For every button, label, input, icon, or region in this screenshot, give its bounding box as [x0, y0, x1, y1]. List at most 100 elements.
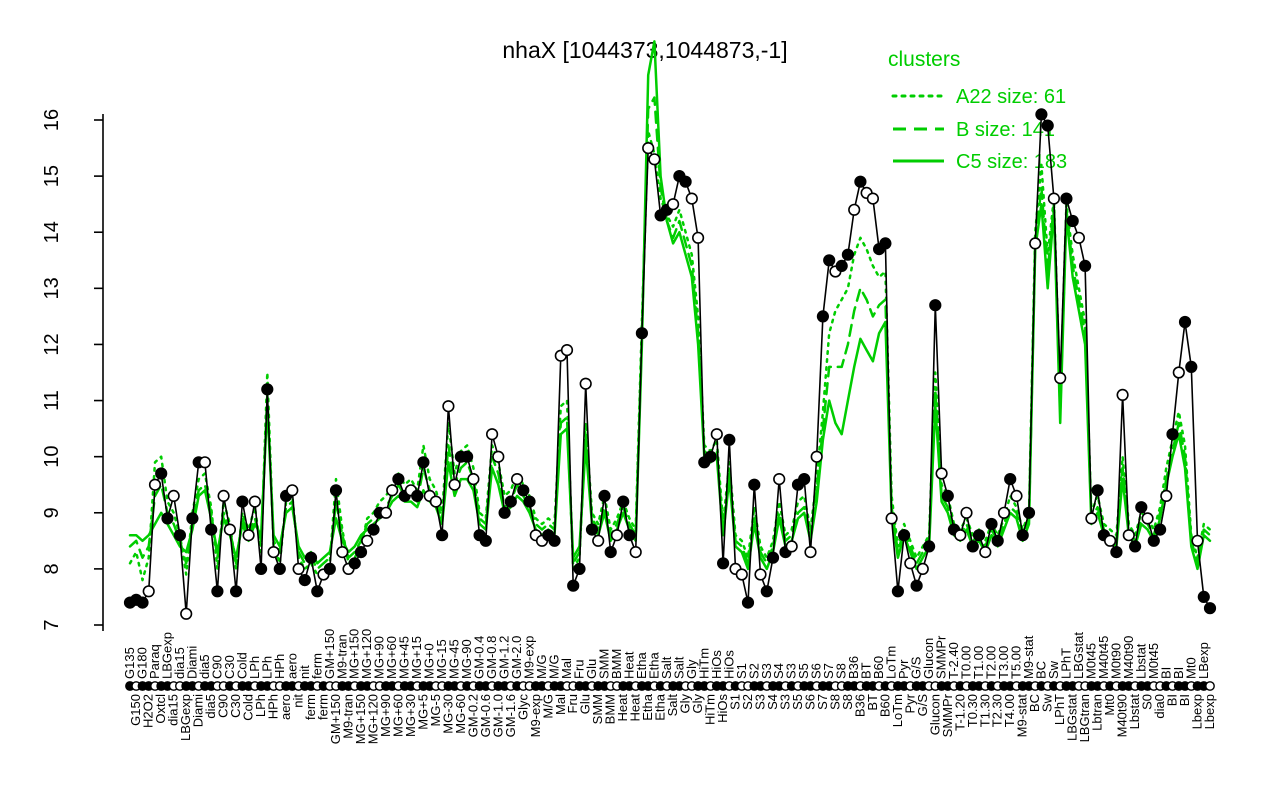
data-point-open: [1010, 489, 1023, 503]
data-point-open: [773, 473, 786, 486]
data-point-filled: [972, 529, 986, 542]
legend-entry-b: B size: 141: [956, 119, 1055, 141]
data-point-open: [1072, 231, 1085, 244]
data-point-filled: [897, 529, 911, 542]
x-axis-label: SMMPr: [934, 635, 949, 679]
x-axis-label: S4: [765, 694, 780, 710]
data-point-filled: [329, 484, 343, 497]
x-axis-label: T3.00: [996, 646, 1011, 679]
x-axis-label: Cold: [234, 652, 249, 679]
x-axis-label: G/S: [915, 694, 930, 717]
y-tick-label: 7: [41, 619, 63, 630]
x-axis-label: C30: [222, 655, 237, 679]
data-point-filled: [411, 489, 424, 503]
x-axis-label: LoTm: [890, 694, 905, 727]
x-axis-label: GM+150: [322, 629, 337, 679]
x-axis-label: M40t90: [1115, 694, 1130, 737]
x-axis-label: GM-0.6: [478, 694, 493, 737]
data-point-filled: [1153, 523, 1167, 536]
x-axis-label: LBexp: [1196, 642, 1211, 679]
data-point-filled: [1128, 540, 1142, 553]
data-point-filled: [991, 534, 1004, 547]
x-axis-label: S1: [734, 663, 749, 679]
data-point-open: [904, 557, 917, 570]
data-point-open: [379, 506, 393, 519]
x-axis-label: MG+45: [397, 636, 412, 679]
data-point-filled: [255, 562, 268, 576]
data-point-open: [954, 529, 967, 542]
data-point-filled: [1110, 545, 1123, 559]
x-axis-label: MG+90: [378, 694, 393, 737]
x-axis-label: M/G: [547, 654, 562, 679]
data-point-filled: [941, 489, 954, 503]
x-axis-label: Glucon: [921, 638, 936, 679]
data-point-open: [629, 545, 642, 559]
data-point-open: [1141, 512, 1154, 525]
data-point-open: [336, 545, 349, 559]
x-axis-label: GM-1.0: [490, 694, 505, 737]
data-point-filled: [1091, 484, 1104, 497]
data-point-filled: [704, 450, 717, 463]
data-point-filled: [760, 585, 773, 598]
data-point-filled: [161, 512, 174, 525]
x-axis-label: MG+150: [347, 629, 362, 679]
data-point-open: [242, 529, 255, 542]
x-axis-label: LBGstat: [1065, 694, 1080, 741]
x-axis-label: LBGexp: [178, 694, 193, 741]
gene-line: [129, 113, 1211, 615]
x-axis-label: Oxtcl: [153, 694, 168, 724]
x-axis-label: BMM: [603, 694, 618, 724]
x-axis-label: Heat: [628, 694, 643, 722]
y-tick-label: 14: [41, 221, 63, 243]
data-point-open: [642, 142, 655, 155]
x-axis-label: Salt: [665, 694, 680, 717]
x-axis-label: C90: [216, 694, 231, 718]
x-axis-label: M40t45: [1096, 636, 1111, 679]
data-point-filled: [311, 585, 324, 598]
data-point-open: [492, 450, 505, 463]
x-axis-label: B60: [871, 656, 886, 679]
x-axis-label: Gly: [684, 659, 699, 679]
data-point-filled: [436, 529, 449, 542]
data-point-filled: [1166, 428, 1179, 441]
x-axis-label: Sw: [1046, 660, 1061, 679]
data-point-filled: [617, 495, 630, 508]
data-point-open: [1054, 372, 1067, 385]
x-axis-label: S7: [821, 663, 836, 679]
data-point-filled: [716, 557, 730, 570]
x-axis-label: HPh: [272, 654, 287, 679]
plot-area: 7 8 9 10 11 12 13 14 15 16 G135 G150 G180 H2O2 Paraq Ox…: [41, 40, 1217, 744]
x-axis-label: Diami: [184, 646, 199, 679]
data-point-filled: [1078, 259, 1092, 273]
x-axis-label: MG-60: [453, 694, 468, 734]
data-point-open: [248, 495, 261, 508]
data-point-filled: [966, 540, 979, 553]
x-axis-label: Etha: [634, 651, 649, 679]
data-point-open: [448, 478, 461, 491]
x-axis-label: Heat: [621, 651, 636, 679]
data-point-open: [198, 456, 211, 469]
x-axis-label: dia15: [166, 694, 181, 726]
x-axis-label: Mt0: [1102, 694, 1117, 716]
data-point-filled: [211, 585, 224, 598]
data-point-filled: [173, 529, 186, 542]
x-axis-label: B36: [852, 694, 867, 717]
data-point-open: [979, 545, 992, 559]
x-axis-label: ferm: [309, 653, 324, 679]
x-axis-label: GM-0.8: [484, 636, 499, 679]
x-axis-label: S2: [746, 663, 761, 679]
x-axis-label: T5.00: [1009, 646, 1024, 679]
data-point-filled: [1022, 506, 1036, 519]
x-axis-label: S2: [740, 694, 755, 710]
x-axis-label: LPhT: [1058, 648, 1073, 679]
data-point-filled: [186, 512, 199, 525]
x-axis-label: S3: [784, 663, 799, 679]
x-axis-label: T2.00: [984, 646, 999, 679]
x-axis-label: Fru: [572, 660, 587, 680]
data-point-filled: [304, 551, 318, 564]
x-axis-label: HPh: [266, 694, 281, 719]
data-point-open: [691, 231, 705, 244]
data-point-filled: [741, 596, 755, 609]
